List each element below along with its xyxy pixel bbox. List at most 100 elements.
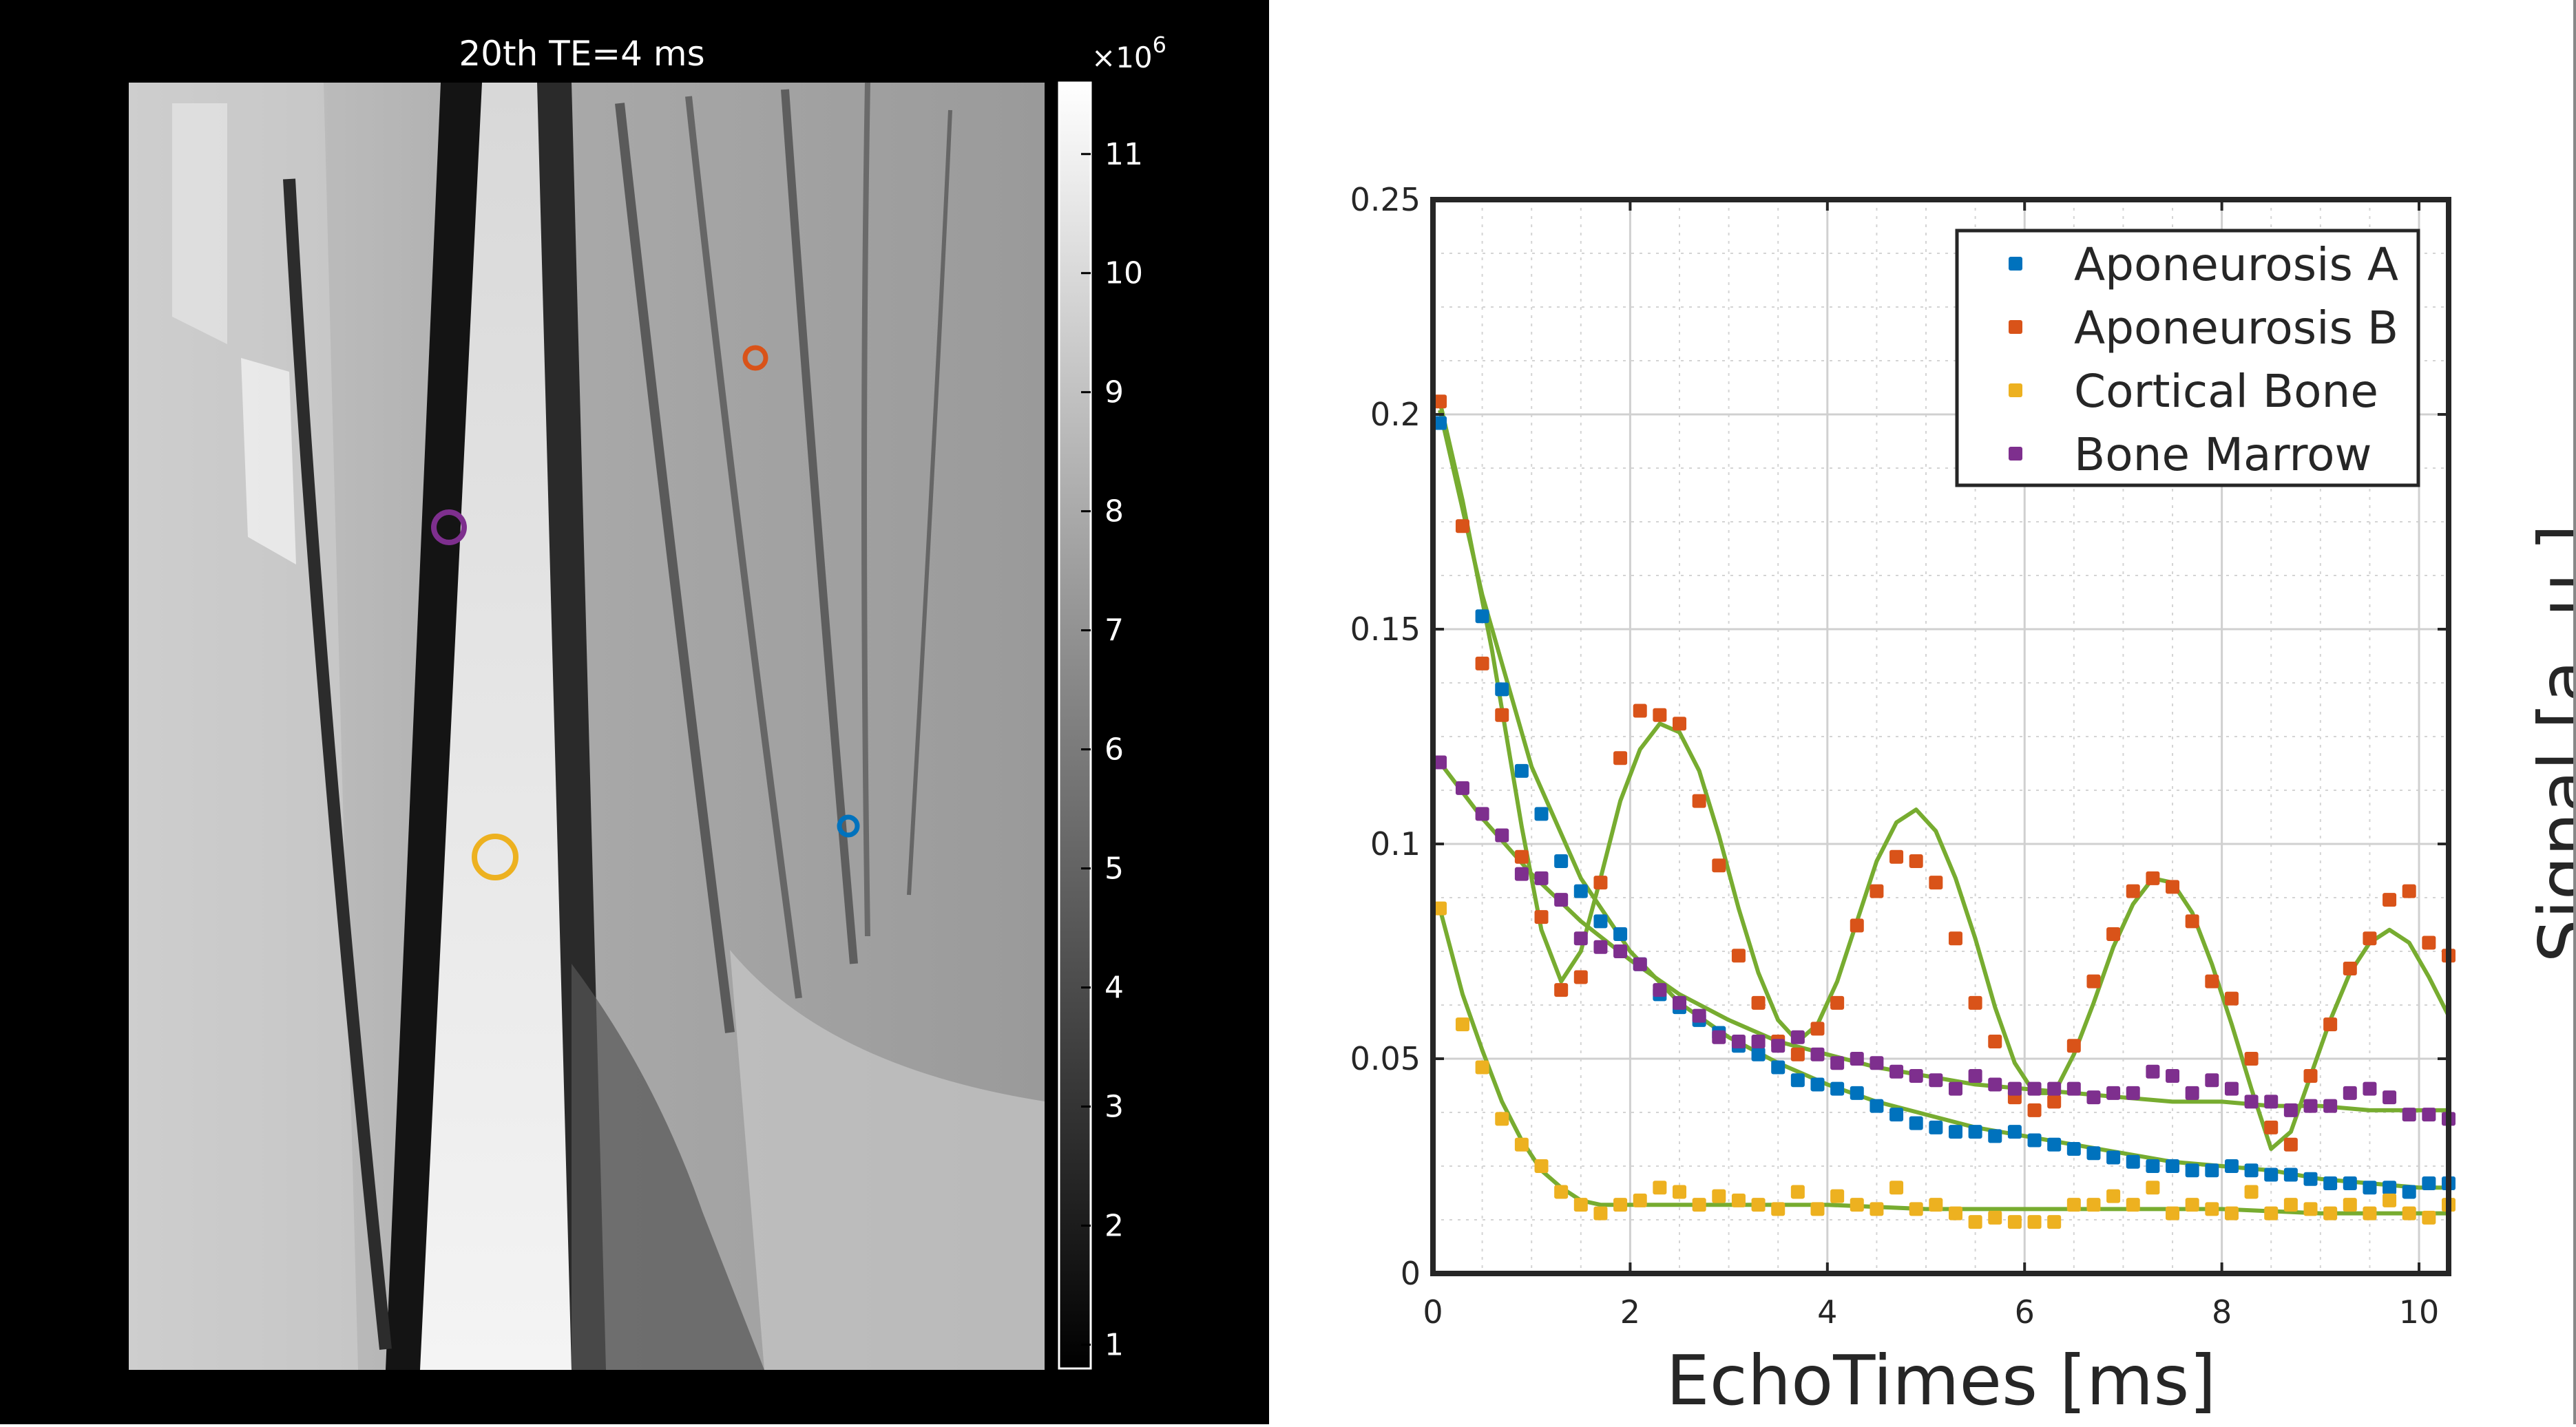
data-point (1948, 1206, 1962, 1220)
colorbar-tick-label: 7 (1104, 613, 1124, 648)
mri-image (129, 82, 1045, 1370)
colorbar-tick-label: 1 (1104, 1327, 1124, 1362)
data-point (1455, 519, 1469, 533)
data-point (2027, 1215, 2042, 1229)
y-axis-label: Signal [a. u.] (2524, 524, 2576, 962)
data-point (2166, 880, 2180, 894)
y-tick-label: 0.2 (1370, 396, 1421, 433)
data-point (2106, 1150, 2121, 1165)
data-point (2086, 1198, 2101, 1212)
data-point (1633, 1193, 1647, 1207)
roi-marker-bone-marrow (431, 509, 467, 545)
colorbar-tick-label: 9 (1104, 375, 1124, 410)
data-point (2402, 1206, 2416, 1220)
data-point (1712, 858, 1726, 873)
colorbar-tick-label: 6 (1104, 732, 1124, 768)
tick-labels: 0 2 4 6 8 10 0 0.05 0.1 0.15 0.2 0.25 (1350, 181, 2440, 1331)
data-point (1692, 1008, 1706, 1023)
data-point (1653, 708, 1667, 722)
data-point (2106, 1189, 2121, 1203)
y-tick-label: 0.05 (1350, 1040, 1421, 1077)
data-point (2363, 931, 2377, 946)
data-point (2422, 1108, 2436, 1122)
data-point (2185, 1198, 2199, 1212)
data-point (1948, 931, 1962, 946)
data-point (2047, 1215, 2062, 1229)
data-point (2146, 1064, 2160, 1079)
data-point (2166, 1206, 2180, 1220)
data-point (1929, 876, 1943, 890)
data-point (1653, 983, 1667, 997)
data-point (1673, 717, 1687, 731)
legend-label: Aponeurosis A (2074, 238, 2398, 291)
mri-title: 20th TE=4 ms (459, 34, 704, 74)
data-point (1692, 794, 1706, 808)
colorbar-multiplier: ×106 (1091, 32, 1166, 74)
data-point (1593, 914, 1608, 929)
data-point (2244, 1185, 2259, 1199)
data-point (1573, 970, 1588, 984)
fit-curve (1438, 401, 2451, 1151)
data-point (2303, 1099, 2318, 1113)
data-point (1870, 884, 1884, 898)
data-point (1495, 708, 1509, 722)
data-point (1790, 1030, 1805, 1044)
data-point (1495, 828, 1509, 843)
colorbar-tick-label: 4 (1104, 971, 1124, 1006)
data-point (1475, 656, 1489, 670)
legend-marker (2009, 383, 2022, 397)
data-point (1850, 1052, 1864, 1066)
y-tick-label: 0.25 (1350, 181, 1421, 218)
legend-marker (2009, 447, 2022, 461)
legend-label: Cortical Bone (2074, 365, 2378, 418)
data-point (1534, 910, 1549, 924)
data-point (2264, 1206, 2279, 1220)
data-point (1554, 893, 1569, 907)
axes (1430, 197, 2451, 1276)
data-point (1968, 1215, 1982, 1229)
data-point (2185, 1086, 2199, 1100)
colorbar (1058, 81, 1092, 1370)
data-point (2205, 1202, 2219, 1216)
data-point (2126, 1198, 2140, 1212)
data-point (1850, 1198, 1864, 1212)
data-point (2106, 927, 2121, 942)
data-point (2402, 884, 2416, 898)
data-point (2106, 1086, 2121, 1100)
data-points (1433, 394, 2455, 1229)
data-point (2422, 936, 2436, 950)
data-point (2066, 1198, 2081, 1212)
data-point (2146, 1181, 2160, 1195)
colorbar-tick-label: 5 (1104, 852, 1124, 887)
legend-label: Aponeurosis B (2074, 302, 2398, 355)
x-tick-label: 8 (2212, 1293, 2232, 1331)
data-point (2402, 1185, 2416, 1199)
data-point (1771, 1039, 1786, 1053)
data-point (1889, 849, 1904, 864)
y-tick-label: 0 (1401, 1255, 1421, 1292)
x-tick-label: 10 (2399, 1293, 2440, 1331)
data-point (1988, 1035, 2002, 1049)
data-point (2264, 1120, 2279, 1134)
data-point (2027, 1103, 2042, 1117)
mri-figure: 20th TE=4 ms (129, 32, 1166, 1370)
data-point (2422, 1176, 2436, 1190)
data-point (1475, 609, 1489, 624)
y-tick-label: 0.15 (1350, 611, 1421, 648)
data-point (1810, 1202, 1825, 1216)
data-point (1810, 1077, 1825, 1092)
data-point (2166, 1159, 2180, 1173)
data-point (1948, 1125, 1962, 1139)
data-point (2224, 1206, 2239, 1220)
data-point (2027, 1133, 2042, 1148)
data-point (1633, 957, 1647, 971)
data-point (1593, 1206, 1608, 1220)
roi-marker-aponeurosis-b (742, 345, 768, 371)
data-point (2363, 1206, 2377, 1220)
data-point (1712, 1030, 1726, 1044)
data-point (1573, 884, 1588, 898)
data-point (1830, 1189, 1845, 1203)
data-point (2383, 1181, 2397, 1195)
data-point (1909, 1116, 1923, 1130)
data-point (2086, 1146, 2101, 1161)
